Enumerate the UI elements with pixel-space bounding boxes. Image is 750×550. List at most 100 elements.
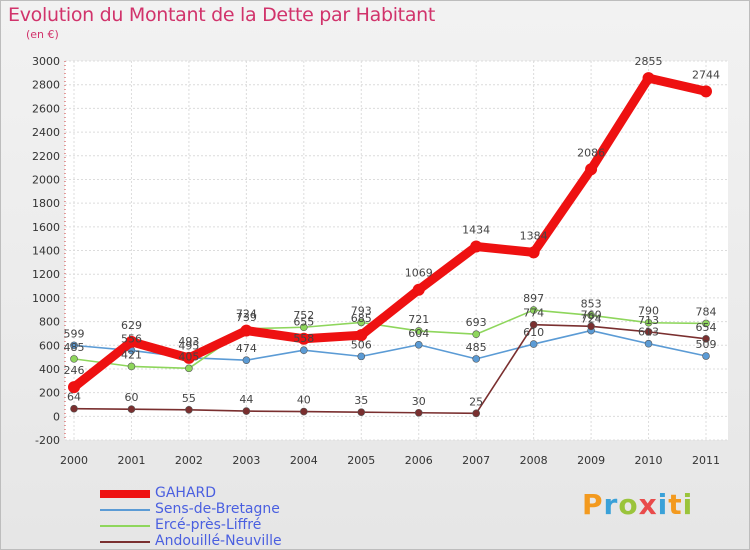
legend-label-erce-pres-liffre: Ercé-près-Liffré (155, 517, 262, 533)
data-point-andouille-neuville (472, 409, 480, 418)
data-label: 760 (581, 308, 602, 321)
data-label: 44 (239, 393, 253, 406)
proxiti-logo: Proxiti (582, 488, 693, 521)
data-point-gahard (355, 329, 368, 342)
data-label: 1434 (462, 223, 490, 236)
data-point-andouille-neuville (414, 408, 423, 417)
data-point-andouille-neuville (70, 404, 78, 413)
series-line-erce-pres-liffre (73, 309, 707, 370)
data-point-erce-pres-liffre (300, 323, 308, 332)
data-label: 793 (351, 304, 372, 317)
y-tick-label: 2800 (32, 79, 60, 92)
y-tick-label: 1200 (32, 268, 60, 281)
data-point-sens-de-bretagne (529, 340, 538, 348)
data-point-andouille-neuville (702, 335, 710, 343)
data-label: 784 (696, 305, 717, 318)
legend-label-andouille-neuville: Andouillé-Neuville (155, 533, 282, 549)
data-label: 405 (178, 350, 199, 363)
y-tick-label: 2000 (32, 173, 60, 186)
data-label: 485 (64, 341, 85, 354)
x-tick-label: 2010 (635, 454, 663, 467)
data-point-andouille-neuville (242, 407, 251, 415)
data-point-erce-pres-liffre (357, 318, 366, 327)
x-tick-label: 2003 (232, 454, 260, 467)
data-label: 604 (408, 327, 429, 340)
legend-swatch-gahard (100, 490, 150, 498)
logo-letter: o (618, 488, 639, 521)
data-point-gahard (182, 351, 195, 364)
x-tick-label: 2004 (290, 454, 318, 467)
x-tick-label: 2000 (60, 454, 88, 467)
chart-subtitle: (en €) (26, 28, 59, 41)
x-tick-label: 2008 (520, 454, 548, 467)
x-tick-label: 2001 (117, 454, 145, 467)
data-label: 713 (638, 314, 659, 327)
x-tick-label: 2011 (692, 454, 720, 467)
data-label: 493 (178, 335, 199, 348)
data-label: 35 (354, 394, 368, 407)
data-point-gahard (125, 335, 138, 348)
data-label: 485 (466, 341, 487, 354)
data-point-sens-de-bretagne (242, 356, 251, 364)
y-tick-label: 1800 (32, 197, 60, 210)
legend-swatch-sens-de-bretagne (100, 509, 150, 511)
data-point-sens-de-bretagne (472, 355, 480, 363)
y-tick-label: 200 (39, 387, 60, 400)
data-point-erce-pres-liffre (529, 306, 538, 314)
data-label: 55 (182, 392, 196, 405)
data-label: 897 (523, 292, 544, 305)
x-tick-label: 2007 (462, 454, 490, 467)
data-point-gahard (642, 72, 655, 85)
data-label: 599 (64, 327, 85, 340)
data-label: 1384 (520, 229, 548, 242)
data-label: 506 (351, 338, 372, 351)
data-point-gahard (527, 246, 540, 259)
y-tick-label: 0 (53, 410, 60, 423)
data-point-andouille-neuville (587, 322, 595, 331)
series-line-gahard (69, 73, 711, 392)
data-label: 790 (638, 305, 659, 318)
data-point-erce-pres-liffre (587, 311, 595, 320)
data-label: 613 (638, 326, 659, 339)
logo-letter: t (668, 488, 683, 521)
data-label: 1069 (405, 267, 433, 280)
logo-letter: i (657, 488, 669, 521)
data-point-andouille-neuville (300, 407, 308, 416)
data-point-gahard (700, 85, 712, 98)
data-label: 724 (581, 313, 602, 326)
y-tick-label: 400 (39, 363, 60, 376)
y-tick-label: -200 (35, 434, 60, 447)
data-label: 40 (297, 394, 311, 407)
data-point-sens-de-bretagne (70, 341, 78, 350)
y-tick-label: 1400 (32, 245, 60, 258)
data-label: 655 (293, 316, 314, 329)
data-point-erce-pres-liffre (127, 362, 136, 371)
data-label: 610 (523, 326, 544, 339)
y-tick-label: 2600 (32, 102, 60, 115)
y-tick-label: 800 (39, 316, 60, 329)
chart-title: Evolution du Montant de la Dette par Hab… (8, 4, 436, 26)
data-point-sens-de-bretagne (357, 352, 366, 361)
y-tick-label: 3000 (32, 55, 60, 68)
data-label: 2744 (692, 68, 720, 81)
data-point-gahard (297, 332, 310, 345)
data-label: 629 (121, 319, 142, 332)
data-label: 654 (696, 321, 717, 334)
y-tick-label: 2200 (32, 150, 60, 163)
x-tick-label: 2005 (347, 454, 375, 467)
y-tick-label: 1000 (32, 292, 60, 305)
data-label: 774 (523, 307, 544, 320)
data-label: 246 (64, 364, 85, 377)
data-point-sens-de-bretagne (702, 352, 710, 360)
data-point-andouille-neuville (185, 405, 193, 414)
data-label: 724 (236, 308, 257, 321)
data-point-andouille-neuville (644, 328, 653, 336)
data-label: 25 (469, 395, 483, 408)
logo-letter: r (603, 488, 619, 521)
data-point-sens-de-bretagne (644, 339, 653, 348)
data-label: 64 (67, 391, 81, 404)
data-point-gahard (585, 163, 598, 176)
data-point-erce-pres-liffre (185, 364, 193, 373)
logo-letter: x (638, 488, 658, 521)
y-tick-label: 2400 (32, 126, 60, 139)
